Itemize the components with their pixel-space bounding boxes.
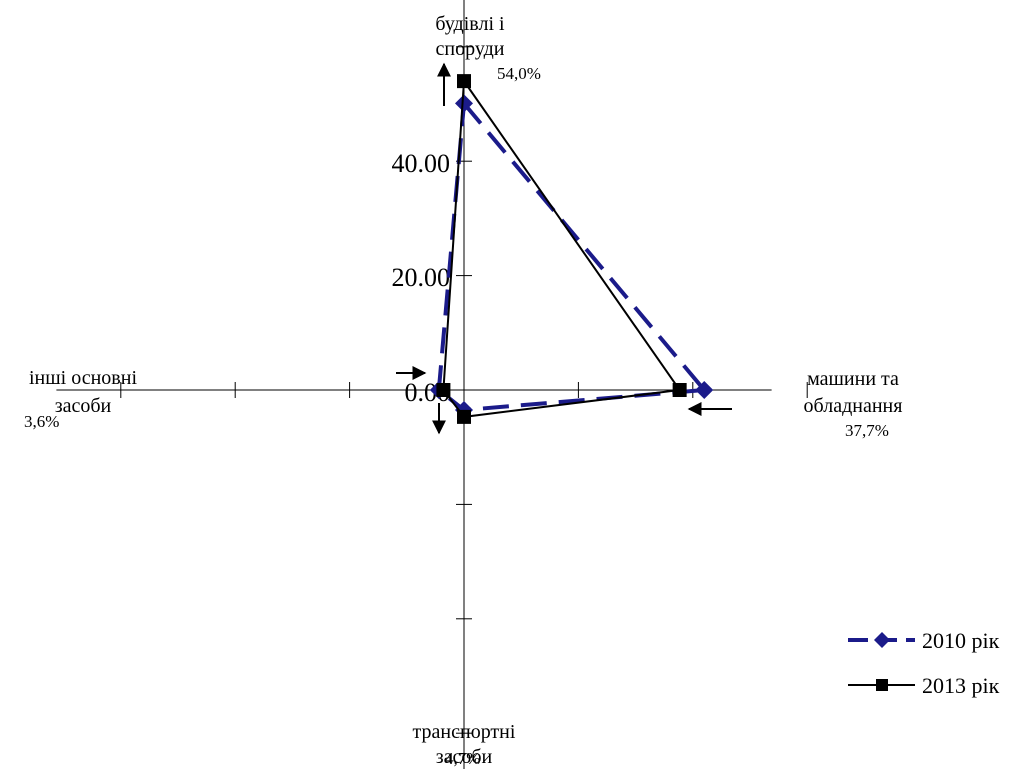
data-point-square: [457, 74, 471, 89]
value-label-transport: 4,7%: [445, 749, 480, 768]
tick-labels: 40.00 20.00 0.00: [392, 149, 451, 407]
tick-label-40: 40.00: [392, 149, 451, 178]
legend-square-icon: [876, 679, 888, 691]
tick-label-20: 20.00: [392, 263, 451, 292]
legend-label-2010: 2010 рік: [922, 628, 1000, 653]
value-label-buildings: 54,0%: [497, 64, 541, 83]
axis-label-buildings-line1: будівлі і: [435, 13, 505, 35]
axis-label-transport-line2: засоби: [436, 746, 493, 768]
axis-label-machines-line2: обладнання: [804, 395, 903, 417]
legend-diamond-icon: [874, 632, 890, 648]
legend-item-2013: 2013 рік: [848, 673, 1000, 698]
value-label-machines: 37,7%: [845, 421, 889, 440]
data-point-square: [436, 383, 451, 397]
legend-item-2010: 2010 рік: [848, 628, 1000, 653]
axis-label-machines-line1: машини та: [807, 368, 899, 390]
axis-ticks: [120, 46, 808, 734]
series-line-2010: [436, 98, 709, 413]
category-labels: будівлі і споруди 54,0% машини та обладн…: [24, 13, 902, 768]
data-point-diamond: [455, 94, 473, 113]
axis-label-other-line1: інші основні: [29, 367, 137, 389]
legend: 2010 рік 2013 рік: [848, 628, 1000, 698]
series-line-2013: [442, 78, 682, 418]
axis-label-other-line2: засоби: [55, 395, 112, 417]
chart-axes: [56, 0, 772, 769]
series-layer: [429, 74, 714, 424]
data-point-square: [672, 383, 687, 397]
legend-label-2013: 2013 рік: [922, 673, 1000, 698]
data-point-square: [457, 409, 471, 424]
axis-label-transport-line1: транспортні: [413, 721, 516, 743]
change-arrows: [396, 62, 732, 435]
axis-label-buildings-line2: споруди: [436, 38, 505, 60]
data-point-diamond: [695, 381, 714, 399]
value-label-other: 3,6%: [24, 412, 59, 431]
